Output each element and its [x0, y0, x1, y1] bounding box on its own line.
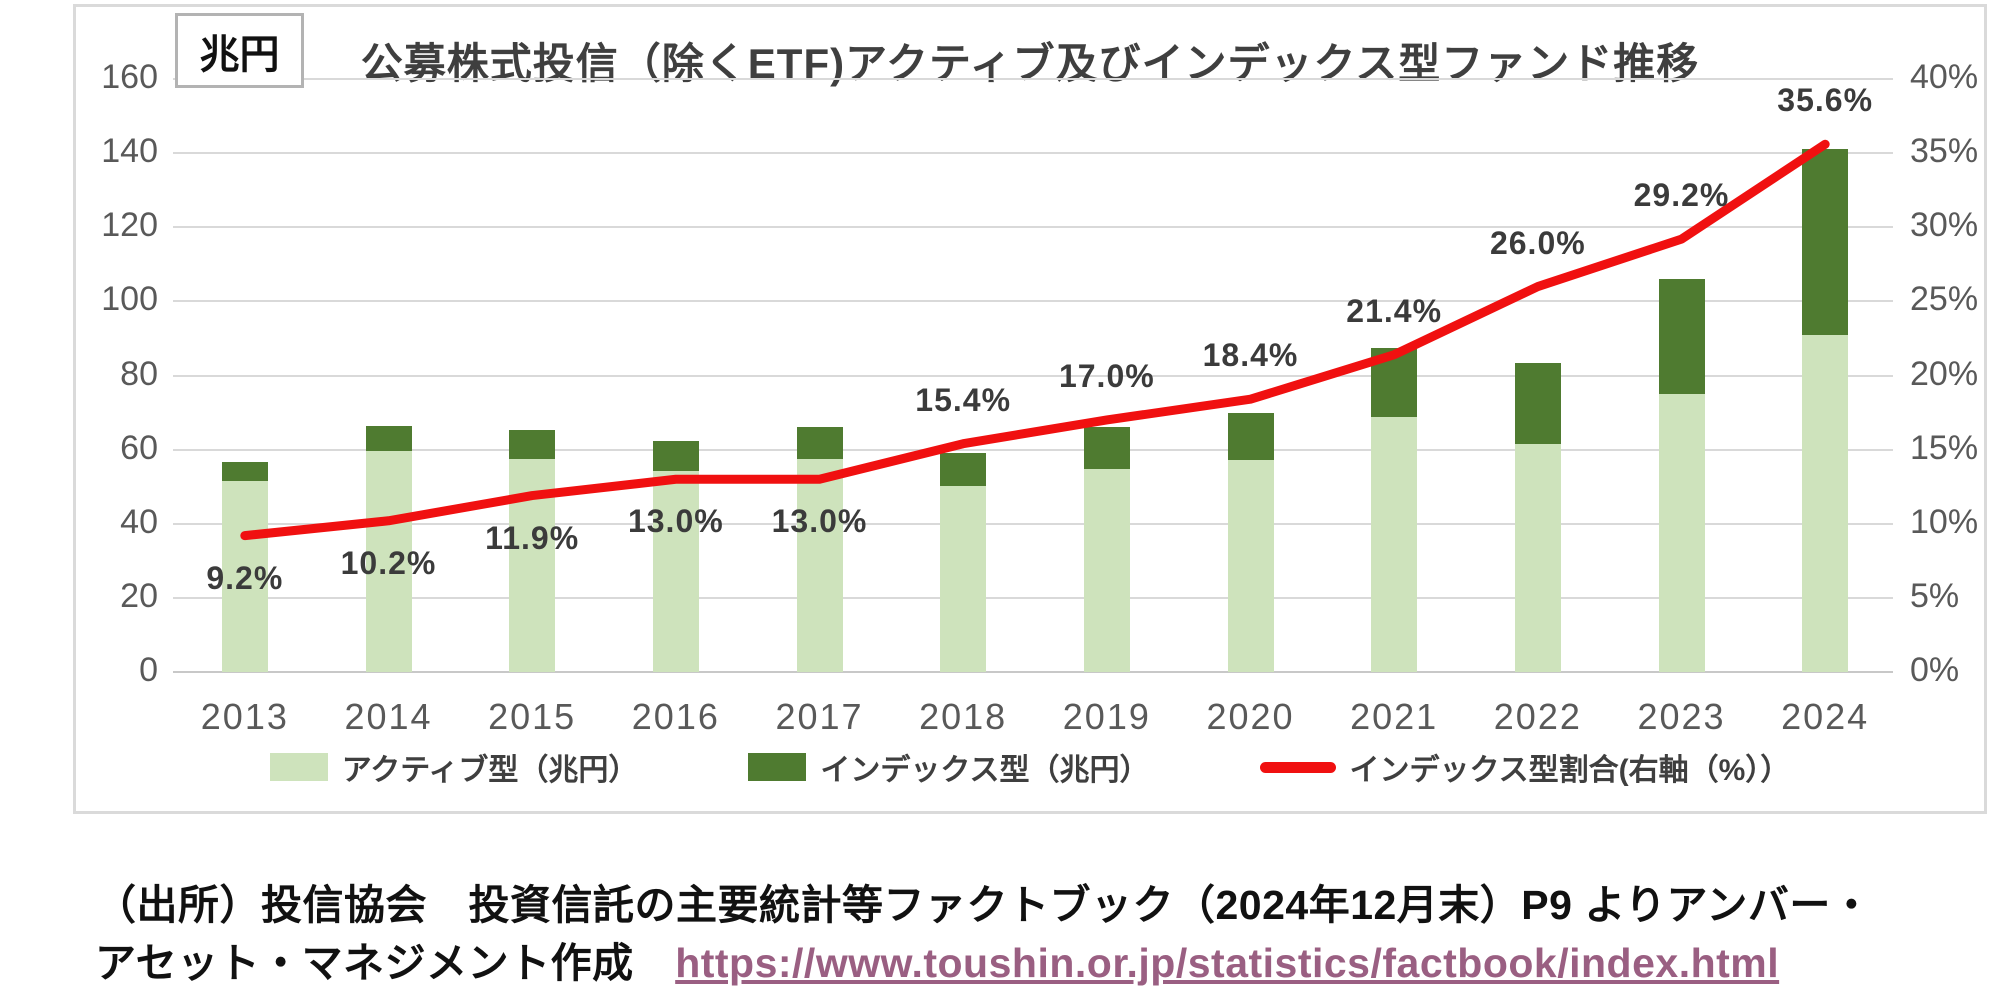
bar-index-2019 — [1083, 426, 1130, 469]
bar-active-2020 — [1227, 460, 1274, 672]
x-axis-label-2022: 2022 — [1493, 696, 1582, 737]
bar-active-2024 — [1802, 335, 1849, 672]
x-axis-label-2021: 2021 — [1350, 696, 1439, 737]
bar-active-2019 — [1083, 468, 1130, 672]
left-axis-tick-60: 60 — [120, 428, 158, 467]
legend-item-3: インデックス型割合(右軸（%）） — [1259, 745, 1791, 789]
right-axis-tick-40: 40% — [1910, 58, 1979, 96]
ratio-label-2019: 17.0% — [1058, 357, 1155, 394]
left-axis-tick-40: 40 — [120, 502, 158, 541]
gridline-40 — [173, 522, 1893, 525]
x-axis-label-2016: 2016 — [631, 696, 720, 737]
gridline-60 — [173, 448, 1893, 451]
legend-label-3: インデックス型割合(右軸（%）） — [1349, 754, 1791, 787]
bar-index-2023 — [1658, 279, 1705, 395]
ratio-label-2013: 9.2% — [206, 559, 284, 596]
right-axis-tick-0: 0% — [1910, 651, 1960, 689]
gridline-20 — [173, 596, 1893, 599]
ratio-label-2023: 29.2% — [1633, 177, 1730, 214]
right-axis-tick-10: 10% — [1910, 502, 1979, 541]
left-axis-tick-0: 0 — [139, 651, 158, 689]
ratio-label-2018: 15.4% — [915, 381, 1012, 418]
source-note: （出所）投信協会 投資信託の主要統計等ファクトブック（2024年12月末）P9 … — [95, 876, 1935, 992]
x-axis-label-2014: 2014 — [344, 696, 433, 737]
left-axis-tick-160: 160 — [101, 58, 158, 96]
bar-index-2013 — [221, 461, 268, 482]
legend-label-1: アクティブ型（兆円） — [341, 754, 639, 787]
x-axis-label-2024: 2024 — [1781, 696, 1870, 737]
x-axis-label-2015: 2015 — [488, 696, 577, 737]
bar-index-2022 — [1514, 363, 1561, 444]
legend-bar-swatch — [269, 753, 328, 781]
x-axis-label-2018: 2018 — [919, 696, 1008, 737]
x-axis-label-2020: 2020 — [1206, 696, 1295, 737]
ratio-label-2022: 26.0% — [1489, 224, 1586, 261]
bar-index-2017 — [796, 427, 843, 459]
gridline-0 — [173, 671, 1893, 673]
legend-line-swatch — [1259, 761, 1336, 773]
right-axis-tick-25: 25% — [1910, 280, 1979, 319]
left-axis-tick-100: 100 — [101, 280, 158, 319]
bar-index-2014 — [365, 426, 412, 452]
gridline-160 — [173, 78, 1893, 80]
gridline-80 — [173, 374, 1893, 377]
gridline-120 — [173, 226, 1893, 229]
bar-active-2018 — [940, 486, 987, 672]
legend-label-2: インデックス型（兆円） — [820, 754, 1150, 787]
bar-active-2023 — [1658, 394, 1705, 672]
bar-index-2016 — [652, 441, 699, 472]
ratio-label-2014: 10.2% — [340, 544, 437, 581]
right-axis-tick-15: 15% — [1910, 428, 1979, 467]
left-axis-tick-120: 120 — [101, 206, 158, 245]
bar-index-2018 — [940, 452, 987, 487]
bar-active-2021 — [1371, 417, 1418, 672]
gridline-140 — [173, 152, 1893, 155]
x-axis-label-2013: 2013 — [200, 696, 289, 737]
ratio-label-2024: 35.6% — [1777, 82, 1874, 119]
right-axis-tick-5: 5% — [1910, 576, 1960, 615]
x-axis-label-2017: 2017 — [775, 696, 864, 737]
chart-title: 公募株式投信（除くETF)アクティブ及びインデックス型ファンド推移 — [360, 40, 1700, 87]
unit-axis-box: 兆円 — [175, 13, 304, 88]
left-axis-tick-20: 20 — [120, 576, 158, 615]
ratio-label-2015: 11.9% — [485, 519, 580, 556]
legend-bar-swatch — [748, 753, 807, 781]
bar-index-2015 — [509, 429, 556, 459]
bar-active-2016 — [652, 471, 699, 672]
ratio-label-2017: 13.0% — [771, 503, 868, 540]
source-link[interactable]: https://www.toushin.or.jp/statistics/fac… — [675, 940, 1780, 986]
ratio-label-2016: 13.0% — [627, 503, 724, 540]
source-line1: （出所）投信協会 投資信託の主要統計等ファクトブック（2024年12月末）P9 … — [95, 882, 1873, 928]
right-axis-tick-35: 35% — [1910, 132, 1979, 171]
bar-active-2015 — [509, 458, 556, 672]
bar-active-2017 — [796, 458, 843, 672]
gridline-100 — [173, 300, 1893, 303]
legend-item-1: アクティブ型（兆円） — [269, 745, 639, 789]
left-axis-tick-80: 80 — [120, 354, 158, 393]
legend-item-2: インデックス型（兆円） — [748, 745, 1150, 789]
source-line2: アセット・マネジメント作成 — [95, 940, 676, 986]
unit-axis-label: 兆円 — [199, 32, 280, 77]
ratio-label-2021: 21.4% — [1346, 292, 1443, 329]
x-axis-label-2019: 2019 — [1062, 696, 1151, 737]
bar-index-2024 — [1802, 149, 1849, 336]
bar-active-2022 — [1514, 443, 1561, 672]
ratio-label-2020: 18.4% — [1202, 337, 1299, 374]
bar-index-2020 — [1227, 412, 1274, 461]
x-axis-label-2023: 2023 — [1637, 696, 1726, 737]
left-axis-tick-140: 140 — [101, 132, 158, 171]
legend: アクティブ型（兆円） インデックス型（兆円） インデックス型割合(右軸（%）） — [73, 745, 1987, 789]
bar-index-2021 — [1371, 347, 1418, 417]
right-axis-tick-20: 20% — [1910, 354, 1979, 393]
right-axis-tick-30: 30% — [1910, 206, 1979, 245]
